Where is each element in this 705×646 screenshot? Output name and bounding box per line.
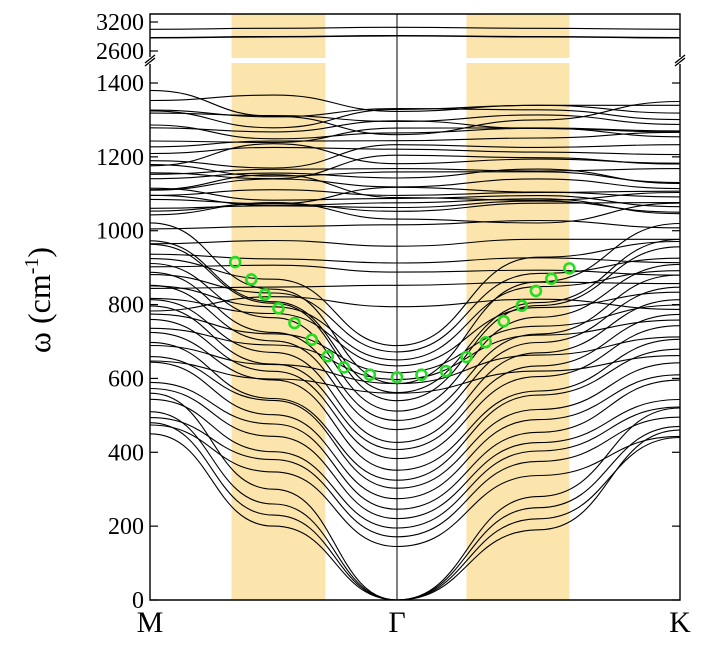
mode-marker-18 — [545, 272, 558, 286]
mode-marker-6 — [305, 333, 319, 346]
high-frequency-bands — [149, 26, 681, 39]
mode-marker-10 — [390, 371, 404, 384]
mode-marker-7 — [321, 349, 335, 363]
band-32 — [149, 281, 681, 289]
y-axis-title-sup: -1 — [21, 258, 43, 275]
mode-marker-15 — [497, 314, 511, 328]
highlighted-mode-markers — [228, 255, 576, 384]
mode-marker-2 — [244, 273, 258, 286]
y-tick-label: 1400 — [96, 71, 144, 97]
y-tick-label: 400 — [108, 440, 144, 466]
x-tick-label-2: Γ — [388, 606, 405, 639]
mode-marker-5 — [288, 316, 301, 330]
y-axis-ticks: 0 200 400 600 800 1000 1200 1400 2600 3200 — [96, 10, 680, 614]
band-47 — [149, 164, 681, 184]
band-38 — [149, 189, 681, 196]
mode-marker-8 — [337, 361, 351, 374]
x-tick-label-3: K — [669, 606, 691, 639]
mode-marker-12 — [439, 364, 453, 378]
band-8 — [149, 387, 681, 520]
phonon-bands — [149, 89, 681, 601]
band-23 — [149, 355, 681, 394]
band-12 — [149, 341, 681, 481]
mode-marker-16 — [515, 299, 529, 312]
hf-band-3 — [149, 26, 681, 30]
band-45 — [149, 178, 681, 191]
band-54 — [149, 124, 681, 140]
band-36 — [149, 219, 681, 230]
band-49 — [149, 154, 681, 180]
mode-marker-17 — [529, 284, 543, 298]
y-tick-label: 600 — [108, 366, 144, 392]
y-tick-label-top: 2600 — [96, 39, 144, 65]
band-51 — [149, 144, 681, 169]
main-panel-frame — [149, 64, 681, 601]
band-26 — [149, 304, 681, 374]
mode-marker-1 — [228, 255, 242, 269]
axes-frame — [144, 13, 686, 601]
mode-marker-9 — [363, 368, 377, 382]
x-tick-label-1: M — [137, 606, 164, 639]
band-35 — [149, 238, 680, 247]
y-tick-label: 200 — [108, 514, 144, 540]
y-tick-label: 800 — [108, 293, 144, 319]
y-tick-label-top: 3200 — [96, 10, 144, 36]
y-axis-title-main: ω (cm — [21, 274, 57, 353]
y-tick-label: 1200 — [96, 145, 144, 171]
y-axis-title-close: ) — [21, 247, 57, 258]
axis-break-gap — [142, 58, 688, 63]
y-tick-label: 1000 — [96, 219, 144, 245]
mode-marker-14 — [479, 335, 493, 349]
top-panel-frame — [149, 13, 681, 57]
band-4 — [149, 429, 681, 601]
mode-marker-11 — [415, 368, 428, 382]
y-tick-label: 0 — [132, 588, 144, 614]
axis-break-mark-1 — [144, 54, 156, 67]
mode-marker-4 — [272, 301, 285, 315]
band-31 — [149, 296, 681, 312]
band-52 — [149, 146, 681, 156]
axis-break-mark-2 — [674, 54, 686, 67]
band-56 — [149, 120, 681, 133]
band-30 — [149, 240, 681, 347]
y-axis-title: ω (cm-1) — [21, 247, 57, 353]
mode-marker-3 — [258, 288, 272, 301]
mode-marker-19 — [563, 262, 576, 275]
band-24 — [149, 336, 681, 385]
mode-marker-13 — [460, 350, 473, 364]
